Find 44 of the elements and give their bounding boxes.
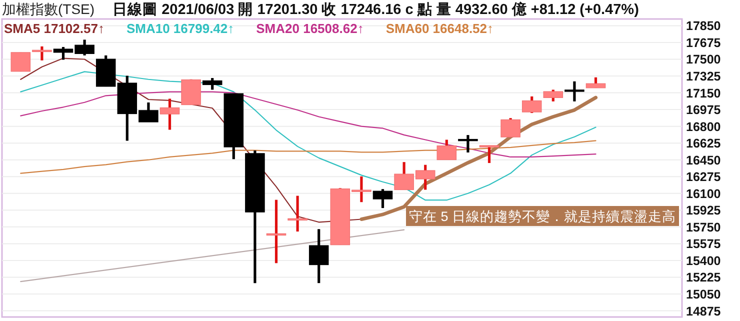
annotation: 守在 5 日線的趨勢不變．就是持續震盪走高 (408, 209, 676, 224)
candlestick (160, 97, 180, 132)
chart-title: 加權指數(TSE) (2, 1, 95, 17)
y-tick-label: 14875 (686, 304, 721, 318)
text: SMA20 16508.62↑ (256, 21, 364, 36)
text: SMA60 16648.52↑ (386, 21, 494, 36)
y-tick-label: 17500 (686, 52, 721, 67)
candlestick (308, 228, 329, 284)
candlestick (436, 138, 457, 162)
candlestick (479, 144, 500, 164)
candlestick (32, 45, 52, 62)
candlestick (522, 95, 542, 114)
y-tick-label: 15050 (686, 288, 721, 302)
candlestick (266, 198, 286, 264)
y-tick-label: 16275 (686, 170, 721, 184)
candlestick (564, 80, 584, 103)
y-tick-label: 17150 (686, 86, 721, 100)
y-tick-label: 16975 (686, 103, 721, 118)
candlestick (586, 76, 606, 90)
y-tick-label: 16800 (686, 120, 721, 134)
y-tick-label: 17675 (686, 36, 721, 50)
candlestick (500, 116, 520, 138)
y-tick-label: 15225 (686, 270, 721, 285)
y-tick-label: 17325 (686, 70, 721, 84)
y-tick-label: 16100 (686, 186, 721, 201)
line-series (20, 140, 596, 174)
candlestick (372, 188, 393, 210)
candlestick (458, 134, 478, 154)
text: SMA10 16799.42↑ (126, 21, 234, 36)
candlestick (202, 76, 222, 92)
y-tick-label: 15575 (686, 237, 721, 252)
y-tick-label: 16625 (686, 136, 721, 151)
candlestick (10, 51, 31, 73)
y-tick-label: 15925 (686, 204, 721, 218)
y-tick-label: 17850 (686, 19, 721, 34)
line-series (20, 71, 596, 201)
y-tick-label: 15750 (686, 220, 721, 234)
chart-subtitle: 日線圖 2021/06/03 開 17201.30 收 17246.16 c 點 量 4932.60 億 +81.12 (+0.47%) (112, 1, 640, 18)
candlestick (288, 194, 308, 233)
candlestick (543, 88, 564, 103)
y-tick-label: 15400 (686, 254, 721, 268)
text: SMA5 17102.57↑ (4, 21, 104, 36)
y-tick-label: 16450 (686, 153, 721, 168)
line-series (20, 229, 405, 282)
